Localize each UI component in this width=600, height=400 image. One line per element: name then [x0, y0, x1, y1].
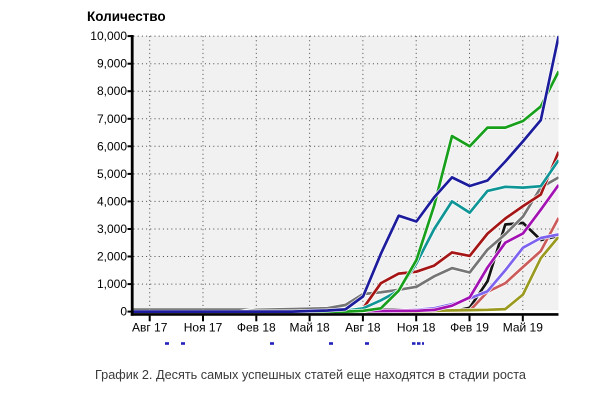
- svg-text:Май 19: Май 19: [503, 321, 544, 335]
- svg-text:Фев 19: Фев 19: [450, 321, 489, 335]
- svg-text:Авг 17: Авг 17: [132, 321, 168, 335]
- svg-text:Фев 18: Фев 18: [237, 321, 276, 335]
- svg-text:Количество: Количество: [87, 9, 166, 24]
- svg-text:3,000: 3,000: [97, 222, 127, 236]
- svg-text:2,000: 2,000: [97, 250, 127, 264]
- svg-text:Ноя 17: Ноя 17: [184, 321, 223, 335]
- svg-text:Ноя 18: Ноя 18: [397, 321, 436, 335]
- svg-text:8,000: 8,000: [97, 84, 127, 98]
- svg-text:9,000: 9,000: [97, 57, 127, 71]
- svg-text:6,000: 6,000: [97, 139, 127, 153]
- svg-text:7,000: 7,000: [97, 112, 127, 126]
- svg-text:Авг 18: Авг 18: [345, 321, 381, 335]
- svg-text:1,000: 1,000: [97, 277, 127, 291]
- svg-text:4,000: 4,000: [97, 194, 127, 208]
- svg-text:0: 0: [120, 305, 127, 319]
- svg-text:10,000: 10,000: [90, 29, 127, 43]
- svg-text:5,000: 5,000: [97, 167, 127, 181]
- svg-text:График 2. Десять самых успешны: График 2. Десять самых успешных статей е…: [95, 368, 527, 382]
- svg-text:Май 18: Май 18: [289, 321, 330, 335]
